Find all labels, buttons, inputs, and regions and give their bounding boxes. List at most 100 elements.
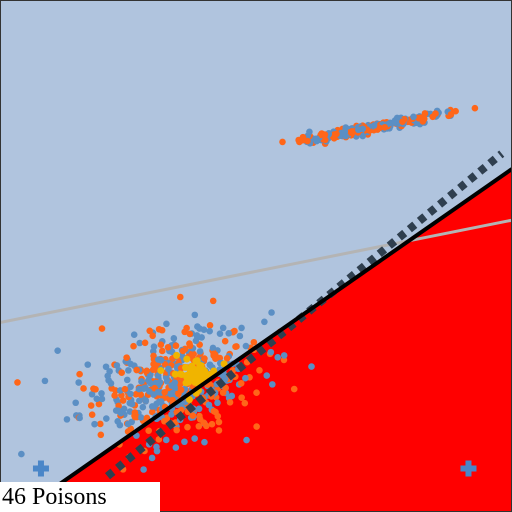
data-point xyxy=(201,438,208,446)
poison-point xyxy=(220,360,228,368)
data-point xyxy=(206,322,214,329)
data-point xyxy=(139,385,147,392)
data-point xyxy=(250,338,258,346)
data-point xyxy=(162,436,170,444)
data-point xyxy=(228,392,236,400)
data-point xyxy=(108,385,115,392)
data-point xyxy=(63,416,71,423)
data-point xyxy=(223,354,231,362)
data-point xyxy=(158,326,166,334)
data-point xyxy=(341,128,349,135)
data-point xyxy=(130,331,138,339)
poison-point xyxy=(210,367,218,375)
dashed-boundary-line xyxy=(104,150,505,480)
data-point xyxy=(241,399,249,407)
data-point xyxy=(140,466,147,473)
data-point xyxy=(410,113,417,121)
data-point xyxy=(88,411,96,418)
data-point xyxy=(280,352,288,359)
data-point xyxy=(14,379,21,386)
data-point xyxy=(208,420,216,428)
data-point xyxy=(146,327,153,335)
data-point xyxy=(196,348,204,355)
data-point xyxy=(306,128,313,136)
data-point xyxy=(203,422,210,430)
data-point xyxy=(184,423,191,431)
data-point xyxy=(236,332,244,340)
data-point xyxy=(136,339,144,347)
data-point xyxy=(91,420,98,428)
data-point xyxy=(192,337,200,345)
plus-marker xyxy=(460,460,477,477)
poison-point xyxy=(198,374,206,382)
data-point xyxy=(299,133,307,141)
data-point xyxy=(304,137,311,145)
data-point xyxy=(359,125,366,133)
data-point xyxy=(125,367,132,374)
data-point xyxy=(161,388,169,396)
data-point xyxy=(359,132,367,140)
data-point xyxy=(54,347,61,354)
data-point xyxy=(313,137,320,145)
data-point xyxy=(121,385,129,393)
data-point xyxy=(417,114,425,121)
data-point xyxy=(225,330,233,337)
data-point xyxy=(161,417,168,425)
data-point xyxy=(209,344,217,352)
data-point xyxy=(155,356,162,363)
data-point xyxy=(196,325,203,332)
data-point xyxy=(210,407,218,415)
data-point xyxy=(215,418,223,426)
data-point xyxy=(104,372,111,380)
gray-boundary-line xyxy=(0,218,512,325)
data-point xyxy=(214,399,221,407)
data-point xyxy=(237,379,245,387)
data-point xyxy=(238,394,245,401)
data-point xyxy=(150,352,157,360)
data-point xyxy=(117,409,125,417)
data-point xyxy=(155,398,163,405)
data-point xyxy=(376,124,383,132)
data-point xyxy=(137,391,145,399)
data-point xyxy=(157,341,165,348)
data-point xyxy=(88,390,96,398)
data-point xyxy=(90,385,97,392)
data-point xyxy=(143,367,151,375)
plus-markers xyxy=(32,460,477,477)
data-point xyxy=(97,431,105,439)
data-point xyxy=(98,395,106,403)
data-point xyxy=(226,399,234,406)
data-point xyxy=(137,414,145,421)
data-point xyxy=(128,400,136,408)
data-point xyxy=(141,339,149,347)
data-point xyxy=(214,412,222,420)
data-point xyxy=(209,297,217,305)
data-point xyxy=(242,342,250,350)
data-point xyxy=(219,389,227,396)
data-point xyxy=(145,427,152,434)
data-points xyxy=(14,104,479,473)
data-point xyxy=(132,391,140,398)
data-point xyxy=(386,119,393,127)
data-point xyxy=(269,381,276,388)
data-point xyxy=(263,372,271,379)
data-point xyxy=(98,325,106,332)
data-point xyxy=(123,376,131,384)
data-point xyxy=(119,397,127,404)
data-point xyxy=(421,110,429,117)
data-point xyxy=(253,423,260,430)
data-point xyxy=(261,318,268,326)
data-point xyxy=(171,379,179,387)
data-point xyxy=(210,350,217,358)
data-point xyxy=(232,343,239,350)
data-point xyxy=(173,426,180,434)
poison-point xyxy=(191,378,199,386)
data-point xyxy=(195,422,203,430)
data-point xyxy=(191,435,198,442)
data-point xyxy=(138,378,145,385)
data-point xyxy=(41,377,49,385)
data-point xyxy=(153,443,160,451)
data-point xyxy=(162,374,170,381)
data-point xyxy=(95,400,103,408)
data-point xyxy=(124,420,132,428)
